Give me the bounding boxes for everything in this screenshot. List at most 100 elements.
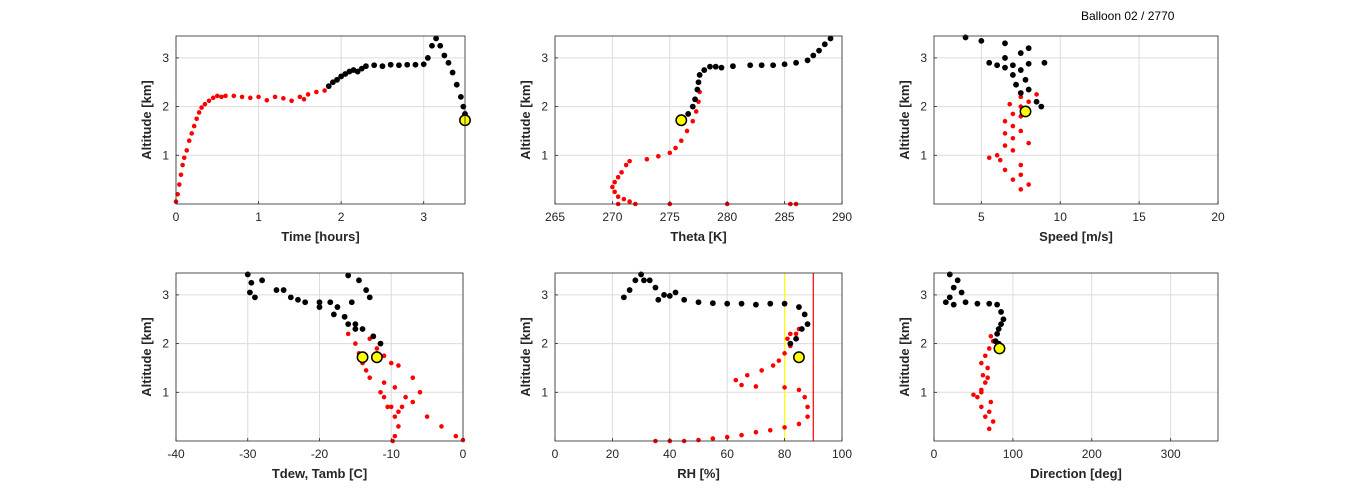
data-point [301,97,307,102]
y-tick-label: 2 [920,337,927,351]
y-tick-label: 1 [162,148,169,162]
data-point [707,63,713,70]
x-tick-label: 1 [255,210,262,224]
data-point [620,294,627,301]
data-point [954,277,961,284]
data-point [334,76,340,83]
x-tick-label: 200 [1082,447,1102,461]
y-tick-label: 3 [541,288,548,302]
data-point [632,277,639,284]
data-point [1010,135,1016,141]
current-position-marker [370,351,383,364]
data-point [615,194,621,199]
data-point [667,150,673,156]
data-point [388,404,394,410]
x-tick-label: -40 [167,447,185,461]
data-point [1010,123,1016,129]
data-point [619,170,624,175]
data-point [314,89,319,95]
axes-theta: 265 270 275 280 285 290 1 2 3 Theta [K] Altitude [… [518,35,852,244]
data-point [738,300,745,307]
data-point [186,138,192,143]
data-point [396,424,401,429]
axes-frame [554,272,843,442]
data-point [280,287,287,293]
data-point [1025,45,1032,52]
data-point [759,368,764,373]
data-point [1002,131,1008,136]
data-point [244,271,251,278]
data-point [396,363,401,368]
x-tick-label: 20 [606,447,620,461]
x-tick-label: 3 [420,210,427,224]
data-point [787,340,794,347]
data-point [1025,86,1032,93]
data-point [672,289,679,296]
x-axis-label: RH [%] [677,466,720,481]
data-point [1017,90,1024,96]
data-point [805,404,810,410]
y-tick-label: 1 [920,148,927,162]
data-point [403,394,408,400]
data-point [770,363,776,368]
data-point [181,155,187,161]
y-tick-label: 2 [162,100,169,114]
data-point [982,380,988,385]
data-point [946,271,953,278]
data-point [256,94,261,100]
data-point [638,271,644,278]
data-point [744,372,750,378]
data-point [958,289,965,296]
data-point [804,321,811,328]
data-point [325,83,332,90]
data-point [974,300,981,307]
data-point [374,346,380,351]
data-point [449,69,456,76]
data-point [782,425,787,430]
data-point [995,326,1002,332]
data-point [1017,50,1024,56]
y-axis-label: Altitude [km] [139,80,154,159]
data-point [986,59,993,66]
data-point [988,399,994,405]
data-point [788,331,793,337]
axes-direction: 0 100 200 300 1 2 3 Direction [deg] Altitude [km… [897,271,1219,481]
data-point [396,409,401,415]
data-point [392,414,398,419]
data-point [950,301,957,308]
data-point [661,292,667,298]
data-point [690,118,696,124]
axes-frame [175,35,466,205]
data-point [733,377,739,383]
data-point [623,162,629,168]
data-point [641,277,647,284]
current-position-marker [1019,105,1032,118]
data-point [1038,103,1045,110]
data-point [453,433,459,439]
data-point [767,300,774,307]
data-point [341,313,348,320]
data-point [942,299,949,306]
data-point [210,95,216,101]
data-point [219,94,224,100]
data-point [367,375,373,380]
data-point [975,394,980,400]
data-point [827,35,834,42]
data-point [646,277,653,284]
axes-time: 0 1 2 3 1 2 3 Time [hours] Altitude [km] [139,35,471,244]
data-point [189,131,194,136]
data-point [998,309,1004,315]
x-tick-label: 60 [721,447,735,461]
data-point [177,182,182,187]
data-point [289,98,294,104]
current-position-marker [793,351,805,364]
data-point [793,59,799,66]
data-point [982,353,988,359]
data-point [396,62,402,69]
data-point [796,304,802,310]
data-point [1026,99,1031,105]
x-tick-label: 15 [1132,210,1146,224]
data-point [1026,182,1031,187]
data-point [417,390,423,395]
data-point [345,272,352,279]
